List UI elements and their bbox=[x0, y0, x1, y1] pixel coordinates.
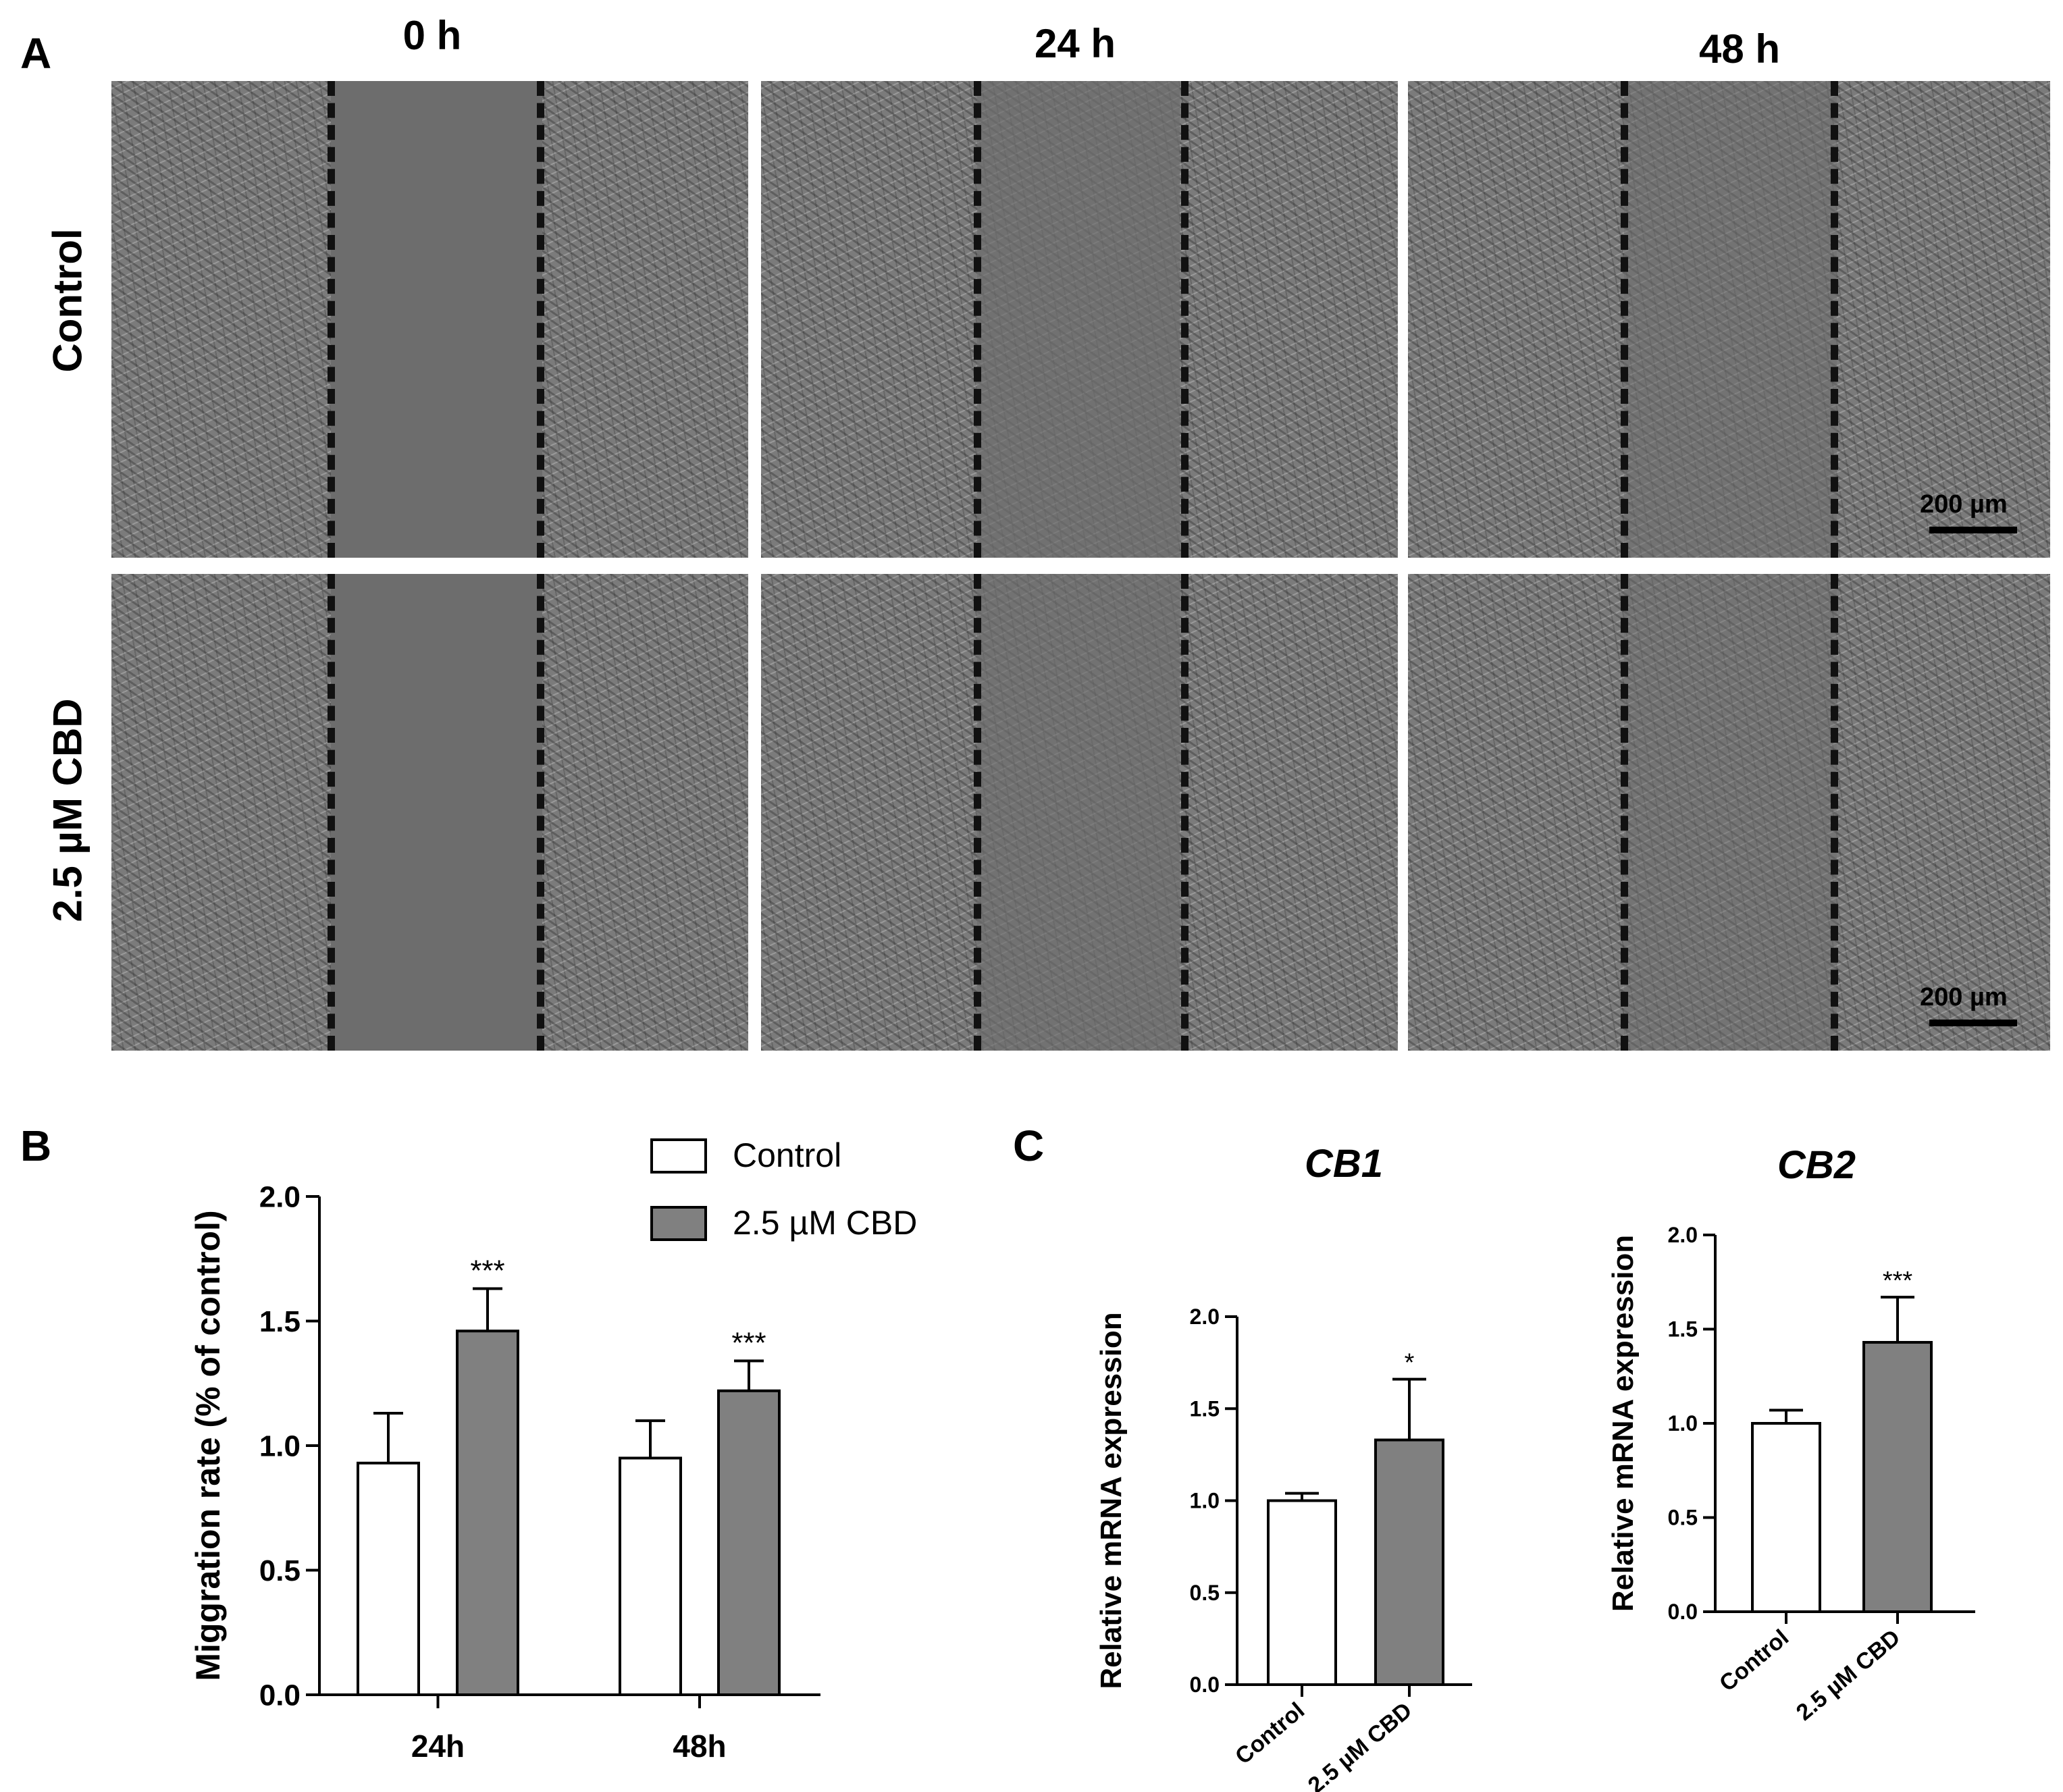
panel-letter-a: A bbox=[20, 29, 52, 78]
y-tick-label: 0.0 bbox=[1190, 1672, 1220, 1697]
scale-bar bbox=[1929, 527, 2017, 533]
y-tick-label: 1.5 bbox=[1668, 1317, 1698, 1342]
y-tick-label: 1.0 bbox=[1668, 1411, 1698, 1435]
x-tick-label: Control bbox=[1230, 1697, 1309, 1770]
significance-marker: * bbox=[1405, 1349, 1415, 1377]
bar bbox=[456, 1329, 519, 1696]
bar bbox=[619, 1456, 682, 1696]
micrograph-control-24h bbox=[761, 81, 1398, 558]
bar bbox=[1751, 1422, 1821, 1613]
scale-bar bbox=[1929, 1020, 2017, 1026]
chart-cb1: 0.0 0.5 1.0 1.5 2.0 Relative mRNA expression C… bbox=[1095, 1142, 1472, 1792]
y-tick-label: 0.5 bbox=[1668, 1506, 1698, 1530]
bar bbox=[1374, 1438, 1444, 1686]
bar bbox=[1267, 1499, 1337, 1686]
legend-label: 2.5 µM CBD bbox=[733, 1204, 917, 1242]
column-title-0h: 0 h bbox=[402, 13, 462, 58]
y-axis-label: Miggration rate (% of control) bbox=[189, 1210, 227, 1681]
y-tick-label: 2.0 bbox=[1668, 1223, 1698, 1247]
significance-marker: *** bbox=[470, 1255, 504, 1288]
significance-marker: *** bbox=[1883, 1267, 1913, 1295]
x-tick-label: 2.5 µM CBD bbox=[1303, 1697, 1417, 1792]
scale-bar-label: 200 µm bbox=[1920, 490, 2008, 519]
bar bbox=[717, 1389, 781, 1697]
y-tick-label: 2.0 bbox=[259, 1180, 301, 1213]
y-axis-label: Relative mRNA expression bbox=[1607, 1235, 1640, 1612]
micrograph-control-0h bbox=[111, 81, 748, 558]
x-tick-label: Control bbox=[1715, 1625, 1794, 1697]
x-tick-label: 24h bbox=[411, 1729, 465, 1764]
chart-migration-rate: 0.0 0.5 1.0 1.5 2.0 Miggration rate (% of con… bbox=[189, 1136, 917, 1764]
micrograph-cbd-0h bbox=[111, 574, 748, 1051]
micrograph-control-48h: 200 µm bbox=[1408, 81, 2050, 558]
y-tick-label: 0.5 bbox=[1190, 1581, 1220, 1605]
y-tick-label: 0.0 bbox=[259, 1679, 301, 1712]
legend-swatch bbox=[650, 1206, 707, 1241]
bar bbox=[1862, 1341, 1933, 1614]
significance-marker: *** bbox=[731, 1327, 766, 1360]
y-tick-label: 1.0 bbox=[259, 1429, 301, 1462]
y-tick-label: 0.0 bbox=[1668, 1600, 1698, 1624]
panel-letter-b: B bbox=[20, 1122, 52, 1170]
micrograph-cbd-24h bbox=[761, 574, 1398, 1051]
y-tick-label: 1.5 bbox=[1190, 1396, 1220, 1421]
micrograph-cbd-48h: 200 µm bbox=[1408, 574, 2050, 1051]
scale-bar-label: 200 µm bbox=[1920, 983, 2008, 1011]
y-tick-label: 1.5 bbox=[259, 1305, 301, 1338]
y-tick-label: 1.0 bbox=[1190, 1489, 1220, 1513]
bar bbox=[357, 1461, 420, 1697]
x-tick-label: 2.5 µM CBD bbox=[1792, 1625, 1905, 1726]
y-axis-label: Relative mRNA expression bbox=[1095, 1312, 1128, 1689]
panel-letter-c: C bbox=[1013, 1122, 1045, 1170]
legend-label: Control bbox=[733, 1136, 841, 1174]
y-tick-label: 2.0 bbox=[1190, 1305, 1220, 1329]
chart-title: CB2 bbox=[1777, 1143, 1856, 1187]
y-tick-label: 0.5 bbox=[259, 1554, 301, 1587]
legend-swatch bbox=[650, 1138, 707, 1174]
chart-title: CB1 bbox=[1305, 1142, 1383, 1186]
chart-cb2: 0.0 0.5 1.0 1.5 2.0 Relative mRNA expression C… bbox=[1607, 1143, 1975, 1726]
column-title-48h: 48 h bbox=[1698, 26, 1781, 72]
x-tick-label: 48h bbox=[673, 1729, 726, 1764]
column-title-24h: 24 h bbox=[1034, 21, 1116, 66]
